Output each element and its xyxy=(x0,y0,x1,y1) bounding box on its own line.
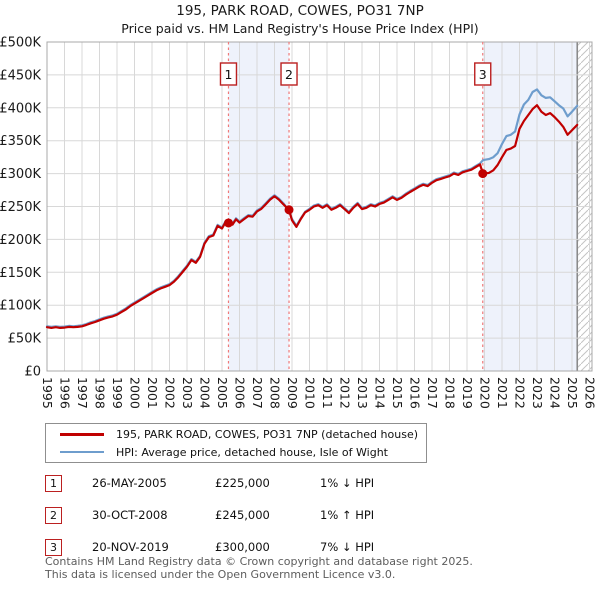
license-footer: Contains HM Land Registry data © Crown c… xyxy=(45,555,585,581)
y-axis-tick-label: £450K xyxy=(0,68,41,83)
x-axis-tick-label: 2010 xyxy=(303,377,318,409)
x-axis-tick-label: 1996 xyxy=(58,377,73,409)
x-axis-tick-label: 2005 xyxy=(215,377,230,409)
transaction-row: 1 26-MAY-2005 £225,000 1% ↓ HPI xyxy=(0,475,600,493)
red-line-swatch-icon xyxy=(60,432,104,436)
x-axis-tick-label: 2026 xyxy=(583,377,598,409)
transaction-date: 20-NOV-2019 xyxy=(92,540,169,554)
transaction-price: £245,000 xyxy=(215,508,270,522)
sale-marker-dot xyxy=(478,169,488,179)
x-axis-tick-label: 2015 xyxy=(390,377,405,409)
x-axis-tick-label: 2020 xyxy=(478,377,493,409)
y-axis-tick-label: £150K xyxy=(0,266,41,281)
blue-line-swatch-icon xyxy=(60,451,104,453)
y-axis-tick-label: £300K xyxy=(0,167,41,182)
page-subtitle: Price paid vs. HM Land Registry's House … xyxy=(121,21,479,36)
x-axis-tick-label: 1995 xyxy=(40,377,55,409)
transaction-number-badge: 3 xyxy=(45,539,62,556)
y-axis-tick-label: £100K xyxy=(0,299,41,314)
x-axis-tick-label: 2022 xyxy=(513,377,528,409)
transaction-price: £300,000 xyxy=(215,540,270,554)
footer-line-1: Contains HM Land Registry data © Crown c… xyxy=(45,555,473,568)
x-axis-tick-label: 2000 xyxy=(128,377,143,409)
sale-marker-label: 3 xyxy=(479,67,487,82)
x-axis-tick-label: 2019 xyxy=(460,377,475,409)
sale-marker-box xyxy=(219,62,238,86)
transaction-row: 3 20-NOV-2019 £300,000 7% ↓ HPI xyxy=(0,539,600,557)
sale-marker-box xyxy=(474,62,492,86)
x-axis-tick-label: 2013 xyxy=(355,377,370,409)
sale-marker-box xyxy=(280,62,298,86)
y-axis-tick-label: £250K xyxy=(0,200,41,215)
x-axis-tick-label: 1999 xyxy=(110,377,125,409)
x-axis-tick-label: 2016 xyxy=(408,377,423,409)
transaction-hpi-diff: 1% ↑ HPI xyxy=(320,508,375,522)
legend-label-property: 195, PARK ROAD, COWES, PO31 7NP (detache… xyxy=(116,427,419,441)
legend-label-hpi: HPI: Average price, detached house, Isle… xyxy=(116,445,388,459)
transaction-number-badge: 2 xyxy=(45,507,62,524)
transaction-hpi-diff: 1% ↓ HPI xyxy=(320,476,375,490)
transaction-price: £225,000 xyxy=(215,476,270,490)
x-axis-tick-label: 2011 xyxy=(320,377,335,409)
sale-marker-dot xyxy=(284,205,294,215)
transaction-date: 30-OCT-2008 xyxy=(92,508,168,522)
transaction-row: 2 30-OCT-2008 £245,000 1% ↑ HPI xyxy=(0,507,600,525)
price-history-chart: 1 2 3 £0 £50K £100K £150K £200K £250K £300K £350K £… xyxy=(0,36,598,409)
transaction-number-badge: 1 xyxy=(45,475,62,492)
legend-item-hpi: HPI: Average price, detached house, Isle… xyxy=(60,445,426,460)
x-axis-tick-label: 2008 xyxy=(268,377,283,409)
y-axis-tick-label: £200K xyxy=(0,233,41,248)
x-axis-tick-label: 2007 xyxy=(250,377,265,409)
y-axis-tick-label: £50K xyxy=(8,332,42,347)
sale-marker-label: 1 xyxy=(224,67,232,82)
x-axis-tick-label: 1998 xyxy=(93,377,108,409)
x-axis-tick-label: 2025 xyxy=(565,377,580,409)
plot-border xyxy=(46,41,593,372)
footer-line-2: This data is licensed under the Open Gov… xyxy=(45,567,396,581)
y-axis-tick-label: £0 xyxy=(24,365,41,380)
x-axis-tick-label: 2023 xyxy=(530,377,545,409)
x-axis-tick-label: 2006 xyxy=(233,377,248,409)
sale-marker-label: 2 xyxy=(285,67,293,82)
x-axis-tick-label: 2018 xyxy=(443,377,458,409)
chart-legend: 195, PARK ROAD, COWES, PO31 7NP (detache… xyxy=(45,423,427,463)
x-axis-tick-label: 2009 xyxy=(285,377,300,409)
x-axis-tick-label: 2024 xyxy=(548,377,563,409)
legend-item-property: 195, PARK ROAD, COWES, PO31 7NP (detache… xyxy=(60,427,426,442)
x-axis-tick-label: 2021 xyxy=(495,377,510,409)
x-axis-tick-label: 1997 xyxy=(75,377,90,409)
x-axis-tick-label: 2017 xyxy=(425,377,440,409)
y-axis-tick-label: £350K xyxy=(0,134,41,149)
x-axis-tick-label: 2012 xyxy=(338,377,353,409)
x-axis-tick-label: 2004 xyxy=(198,377,213,409)
y-axis-tick-label: £400K xyxy=(0,101,41,116)
x-axis-tick-label: 2001 xyxy=(145,377,160,409)
x-axis-tick-label: 2002 xyxy=(163,377,178,409)
x-axis-tick-label: 2014 xyxy=(373,377,388,409)
x-axis-tick-label: 2003 xyxy=(180,377,195,409)
transaction-hpi-diff: 7% ↓ HPI xyxy=(320,540,375,554)
page-title: 195, PARK ROAD, COWES, PO31 7NP xyxy=(176,3,424,19)
sale-marker-dot xyxy=(223,218,233,228)
y-axis-tick-label: £500K xyxy=(0,36,41,51)
transaction-date: 26-MAY-2005 xyxy=(92,476,167,490)
